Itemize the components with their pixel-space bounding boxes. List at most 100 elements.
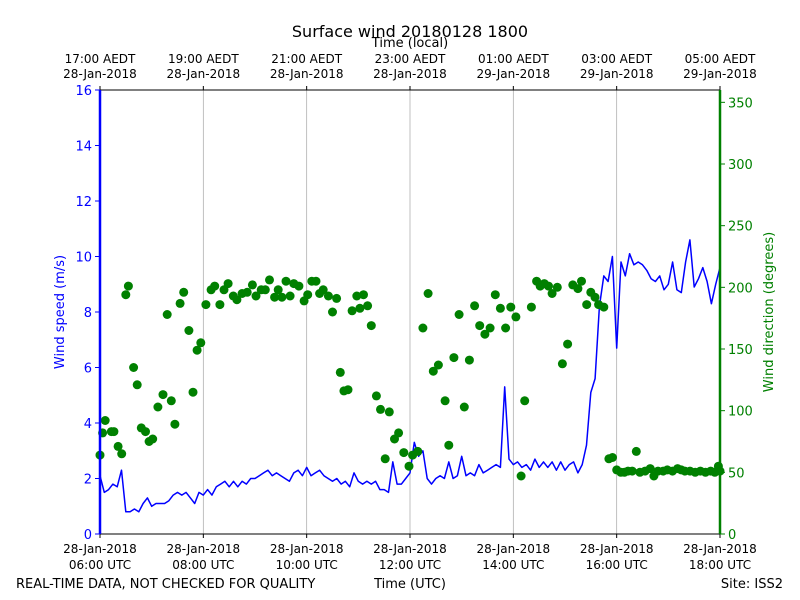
- wind-direction-point: [557, 359, 567, 369]
- wind-direction-point: [158, 390, 168, 400]
- right-tick-label: 0: [728, 528, 736, 543]
- quality-disclaimer: REAL-TIME DATA, NOT CHECKED FOR QUALITY: [16, 577, 315, 592]
- x-tick-label-date: 28-Jan-2018: [63, 542, 137, 556]
- right-tick-label: 150: [728, 343, 753, 358]
- wind-direction-point: [273, 285, 283, 295]
- left-tick-label: 6: [84, 362, 92, 377]
- wind-direction-point: [100, 416, 110, 425]
- wind-direction-point: [188, 387, 198, 397]
- wind-direction-point: [485, 323, 495, 333]
- axes-ticks: 28-Jan-2018 06:00 UTC 28-Jan-2018 08:00 UTC…: [63, 52, 757, 572]
- wind-direction-point: [175, 298, 185, 308]
- left-tick-label: 16: [75, 84, 92, 99]
- wind-direction-point: [563, 339, 573, 349]
- wind-direction-point: [366, 321, 376, 331]
- wind-direction-point: [459, 402, 469, 412]
- wind-direction-point: [141, 427, 150, 437]
- wind-direction-point: [232, 295, 242, 305]
- top-tick-label-time: 05:00 AEDT: [685, 52, 756, 66]
- chart-title: Surface wind 20180128 1800: [292, 22, 528, 41]
- wind-direction-point: [516, 471, 526, 481]
- right-tick-label: 100: [728, 405, 753, 420]
- wind-direction-point: [376, 404, 385, 414]
- wind-direction-point: [608, 453, 617, 462]
- wind-direction-point: [590, 292, 600, 302]
- right-tick-label: 350: [728, 96, 753, 111]
- right-tick-label: 50: [728, 466, 745, 481]
- wind-direction-point: [347, 306, 357, 316]
- x-tick-label-time: 08:00 UTC: [172, 558, 234, 572]
- wind-direction-point: [359, 290, 368, 300]
- wind-direction-point: [343, 385, 353, 395]
- wind-direction-point: [148, 434, 158, 444]
- wind-direction-point: [318, 285, 328, 295]
- x-tick-label-time: 16:00 UTC: [586, 558, 648, 572]
- wind-direction-point: [294, 281, 304, 291]
- wind-direction-point: [552, 282, 562, 292]
- wind-direction-point: [281, 276, 291, 286]
- wind-direction-point: [123, 281, 133, 291]
- wind-direction-point: [501, 323, 511, 333]
- wind-direction-point: [444, 440, 454, 450]
- wind-direction-point: [440, 396, 450, 406]
- top-tick-label-time: 21:00 AEDT: [271, 52, 342, 66]
- x-tick-label-date: 28-Jan-2018: [683, 542, 757, 556]
- x-axis-label: Time (UTC): [373, 577, 446, 592]
- left-tick-label: 12: [75, 195, 92, 210]
- left-tick-label: 2: [84, 473, 92, 488]
- x-tick-label-time: 18:00 UTC: [689, 558, 751, 572]
- wind-direction-point: [332, 293, 342, 303]
- wind-direction-point: [260, 285, 270, 295]
- wind-direction-point: [129, 363, 139, 372]
- left-tick-label: 4: [84, 417, 92, 432]
- left-tick-label: 10: [75, 251, 92, 266]
- wind-direction-point: [210, 281, 220, 291]
- wind-direction-point: [335, 367, 345, 377]
- wind-direction-point: [413, 446, 423, 456]
- wind-direction-point: [433, 360, 443, 370]
- wind-direction-point: [251, 291, 261, 301]
- wind-direction-point: [162, 310, 172, 319]
- wind-direction-point: [170, 419, 180, 429]
- x-tick-label-time: 14:00 UTC: [482, 558, 544, 572]
- site-label: Site: ISS2: [721, 577, 783, 592]
- top-tick-label-time: 17:00 AEDT: [65, 52, 136, 66]
- wind-direction-point: [371, 391, 381, 401]
- wind-direction-point: [399, 448, 409, 458]
- wind-direction-point: [265, 275, 274, 285]
- top-tick-label-time: 23:00 AEDT: [375, 52, 446, 66]
- wind-direction-point: [511, 312, 521, 322]
- x-tick-label-date: 28-Jan-2018: [270, 542, 344, 556]
- wind-direction-point: [520, 396, 530, 406]
- wind-direction-point: [132, 380, 142, 390]
- wind-direction-point: [166, 396, 176, 406]
- x-tick-label-time: 10:00 UTC: [276, 558, 338, 572]
- wind-direction-point: [544, 281, 553, 291]
- wind-direction-point: [328, 307, 337, 317]
- x-tick-label-date: 28-Jan-2018: [477, 542, 551, 556]
- top-tick-label-time: 03:00 AEDT: [581, 52, 652, 66]
- wind-direction-point: [490, 290, 500, 300]
- wind-direction-point: [423, 289, 433, 298]
- wind-direction-point: [247, 280, 257, 290]
- wind-direction-point: [201, 300, 211, 310]
- wind-direction-point: [323, 291, 333, 301]
- wind-direction-point: [355, 303, 365, 313]
- wind-direction-point: [215, 300, 225, 310]
- wind-direction-point: [121, 290, 131, 300]
- wind-direction-point: [506, 302, 516, 312]
- top-tick-label-date: 28-Jan-2018: [373, 67, 447, 81]
- wind-direction-point: [454, 310, 464, 319]
- top-tick-label-date: 29-Jan-2018: [580, 67, 654, 81]
- wind-direction-point: [109, 427, 119, 437]
- wind-direction-point: [311, 276, 321, 286]
- wind-direction-point: [384, 407, 394, 417]
- wind-direction-point: [428, 366, 438, 376]
- wind-direction-point: [577, 276, 586, 286]
- wind-direction-point: [631, 446, 641, 456]
- top-axis-label: Time (local): [371, 36, 448, 51]
- wind-speed-line: [99, 239, 721, 513]
- wind-direction-point: [475, 321, 485, 331]
- wind-direction-point: [277, 292, 287, 302]
